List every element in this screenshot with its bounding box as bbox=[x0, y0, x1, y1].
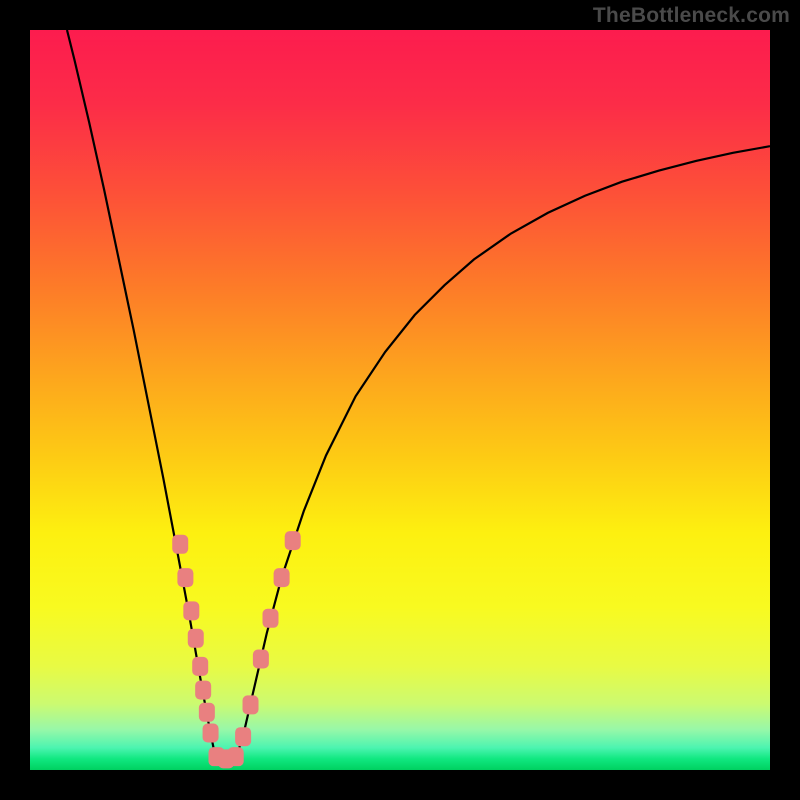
data-marker bbox=[203, 724, 219, 743]
data-marker bbox=[243, 695, 259, 714]
data-marker bbox=[274, 568, 290, 587]
data-marker bbox=[195, 681, 211, 700]
watermark-text: TheBottleneck.com bbox=[593, 4, 790, 28]
data-marker bbox=[235, 727, 251, 746]
data-marker bbox=[285, 531, 301, 550]
data-markers bbox=[172, 531, 300, 768]
data-marker bbox=[172, 535, 188, 554]
data-marker bbox=[199, 703, 215, 722]
data-marker bbox=[263, 609, 279, 628]
bottleneck-curve bbox=[67, 30, 770, 763]
plot-area bbox=[30, 30, 770, 770]
data-marker bbox=[188, 629, 204, 648]
data-marker bbox=[228, 747, 244, 766]
curve-layer bbox=[30, 30, 770, 770]
plot-box bbox=[30, 30, 770, 770]
data-marker bbox=[192, 657, 208, 676]
data-marker bbox=[183, 601, 199, 620]
data-marker bbox=[253, 650, 269, 669]
chart-container: TheBottleneck.com bbox=[0, 0, 800, 800]
data-marker bbox=[177, 568, 193, 587]
